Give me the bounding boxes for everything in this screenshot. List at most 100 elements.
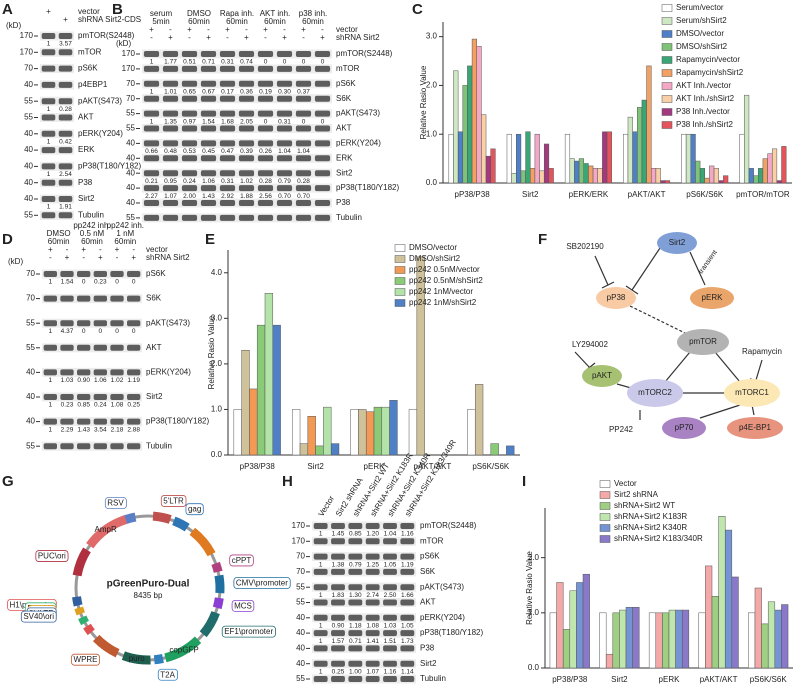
legend-swatch	[661, 121, 673, 129]
band	[181, 200, 198, 206]
blot-strip	[312, 674, 416, 684]
band	[110, 271, 124, 277]
quant: 0.24	[183, 178, 196, 185]
legend-label: shRNA+Sirt2 WT	[614, 501, 675, 510]
band	[200, 65, 217, 72]
band	[219, 155, 236, 162]
bar	[597, 168, 603, 184]
band	[58, 33, 73, 39]
band	[331, 676, 345, 682]
band	[257, 80, 274, 87]
quant: 1.08	[366, 623, 379, 630]
band	[314, 155, 331, 162]
band	[219, 110, 236, 117]
condition: 60min	[302, 17, 324, 26]
quant: 1	[319, 531, 323, 538]
bar	[612, 612, 620, 669]
band	[127, 271, 141, 277]
lane-sign: -	[49, 253, 52, 262]
band	[162, 170, 179, 177]
lane-sign: +	[244, 33, 249, 42]
x-tick-label: pS6K/S6K	[750, 675, 788, 684]
blot-label: pP38(T180/Y182)	[420, 628, 483, 637]
band	[348, 584, 363, 591]
band	[181, 95, 198, 102]
bar	[490, 443, 499, 456]
quant: 2.27	[145, 193, 158, 200]
band	[41, 33, 56, 39]
blot-label: Tubulin	[146, 441, 172, 450]
quant: 1.43	[202, 193, 215, 200]
band	[383, 568, 397, 575]
plasmid-size: 8435 bp	[134, 591, 163, 600]
band	[238, 140, 255, 147]
quant: 1.45	[332, 531, 345, 538]
blot-label: pmTOR(S2448)	[78, 31, 135, 40]
quant: 0	[302, 118, 306, 125]
legend-label: AKT Inh./shSirt2	[676, 94, 735, 103]
bar	[350, 409, 359, 456]
bar	[549, 612, 557, 669]
inhibit-line	[755, 359, 763, 381]
x-tick-label: Sirt2	[522, 190, 539, 199]
bar	[506, 445, 515, 456]
plasmid-feature-label: cPPT	[232, 556, 252, 565]
bar	[681, 133, 687, 184]
bar	[578, 158, 585, 184]
node-label: PP242	[609, 425, 634, 434]
quant: 0.79	[278, 178, 291, 185]
sign-row-name: vector	[336, 25, 358, 34]
band	[127, 295, 141, 302]
band	[365, 676, 380, 682]
band	[365, 538, 380, 545]
band	[295, 185, 312, 192]
y-tick-label: 0.0	[426, 178, 438, 187]
blot-strip	[40, 194, 74, 204]
quant: 1.68	[221, 118, 234, 125]
quant: 0	[115, 279, 119, 286]
plasmid-feature	[211, 561, 223, 573]
blot-label: pERK(Y204)	[78, 129, 123, 138]
band	[219, 214, 236, 221]
plasmid-feature-label: CMV\promoter	[236, 579, 288, 588]
blot-strip	[312, 521, 416, 531]
quant: 1	[49, 279, 53, 286]
bar	[490, 148, 496, 184]
feature-tag	[104, 497, 127, 509]
blot-label: Tubulin	[420, 674, 446, 683]
band	[41, 114, 56, 121]
band	[331, 599, 345, 606]
legend-label: pp242 0.5nM/vector	[409, 265, 480, 274]
y-tick-label: 1.0	[211, 405, 223, 414]
legend-label: Rapamycin/shSirt2	[676, 68, 744, 77]
quant: 1.43	[77, 426, 90, 433]
blot-label: Sirt2	[420, 659, 437, 668]
band	[143, 65, 160, 72]
quant: 0.65	[183, 89, 196, 96]
plasmid-feature-label: copGFP	[169, 645, 198, 654]
bar	[619, 609, 627, 669]
band	[400, 614, 415, 621]
quant: 0.85	[77, 402, 90, 409]
mw-label: 170	[122, 49, 136, 58]
bar	[660, 180, 666, 184]
mw-label: 170	[20, 47, 34, 56]
bar	[690, 133, 696, 184]
plasmid-feature-label: T2A	[160, 670, 175, 679]
lane-sign: +	[206, 33, 211, 42]
bar	[520, 170, 526, 184]
mw-label: 55	[126, 124, 135, 133]
bar	[662, 612, 670, 669]
blot-strip	[312, 567, 416, 577]
bar	[748, 612, 756, 669]
band	[276, 214, 293, 221]
blot-label: pP38(T180/Y182)	[336, 183, 399, 192]
band	[162, 185, 179, 192]
bar	[664, 180, 671, 184]
band	[314, 65, 331, 72]
band	[200, 200, 217, 206]
bar	[576, 582, 584, 669]
band	[181, 51, 198, 57]
band	[383, 538, 397, 545]
blot-label: pS6K	[420, 552, 440, 561]
